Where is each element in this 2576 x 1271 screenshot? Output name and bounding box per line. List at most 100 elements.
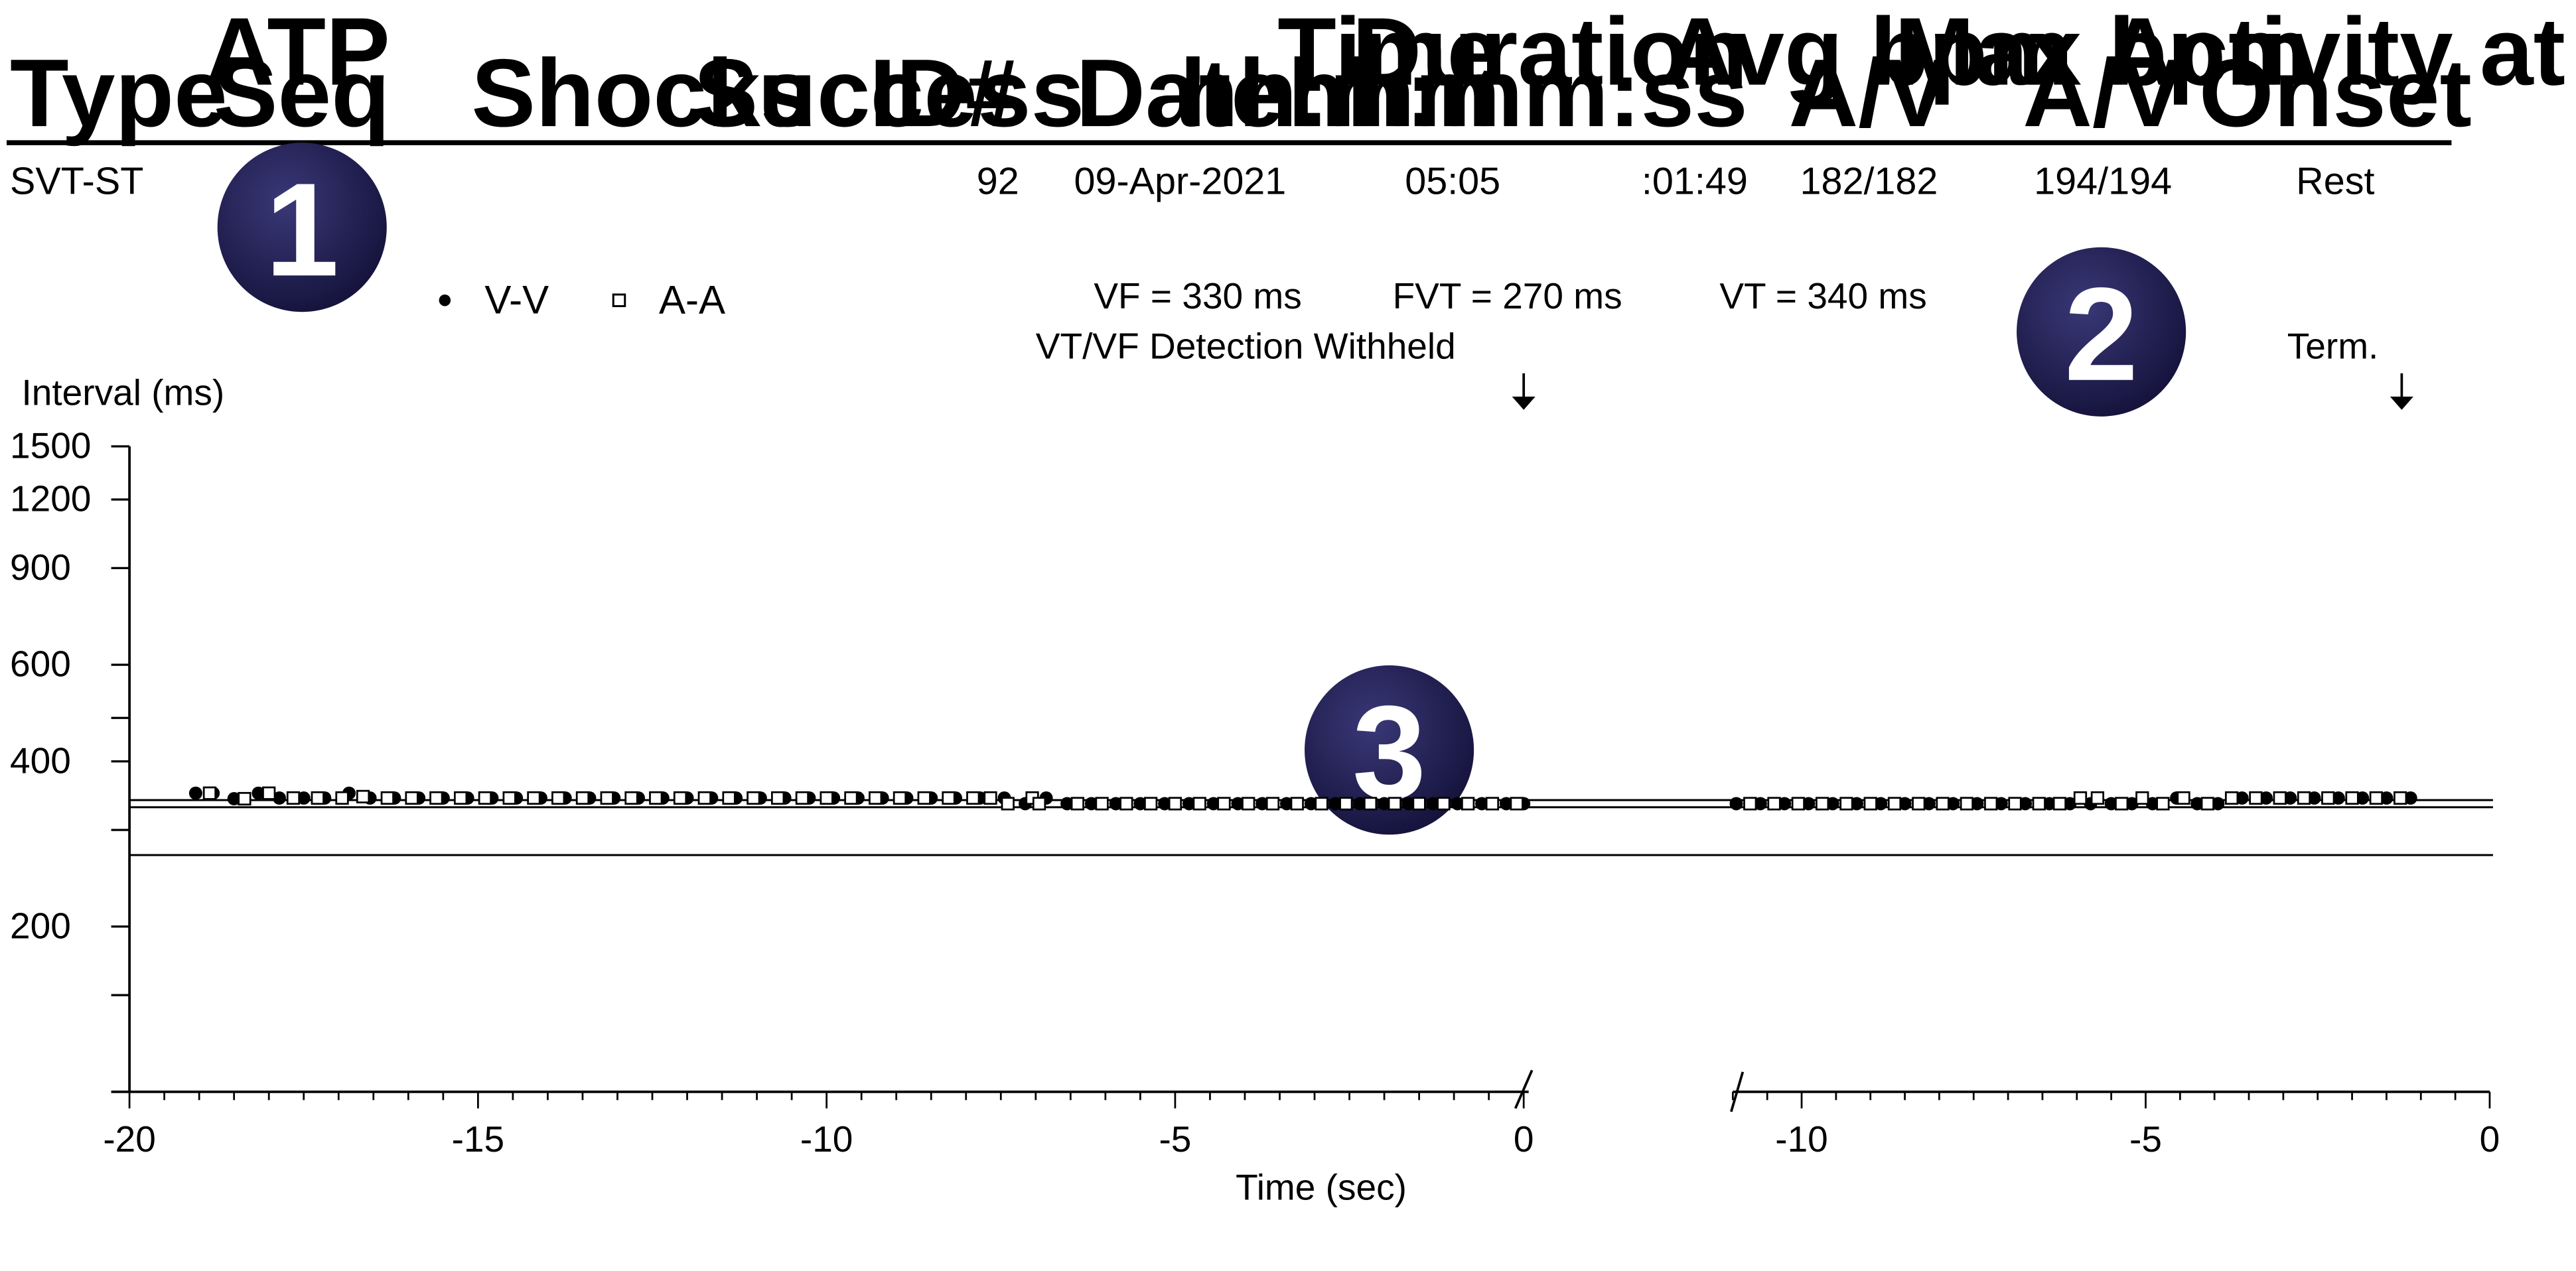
vv-point [1109, 797, 1123, 811]
aa-point [2052, 797, 2067, 811]
vv-point [1825, 797, 1839, 811]
legend-aa-label: A-A [659, 278, 725, 322]
aa-point [311, 791, 324, 805]
vv-point [1255, 797, 1269, 811]
vv-point [1060, 797, 1074, 811]
vv-point [2211, 797, 2225, 811]
aa-point [722, 791, 736, 805]
badge-1-label: 1 [265, 156, 339, 304]
header-duration-line2: hh:mm:ss [1288, 39, 1748, 147]
aa-point [405, 791, 419, 805]
aa-point [1412, 797, 1426, 811]
aa-point [2115, 797, 2129, 811]
y-tick-label: 1200 [10, 478, 91, 519]
aa-point [983, 791, 997, 805]
aa-point [1119, 797, 1133, 811]
vv-point [297, 791, 311, 805]
aa-point [966, 791, 980, 805]
callout-badge-1: 1 [217, 143, 387, 312]
data-points [188, 786, 2417, 811]
aa-point [1960, 797, 1974, 811]
aa-point [869, 791, 883, 805]
vv-point [2283, 791, 2297, 805]
vv-point [1378, 797, 1392, 811]
x-tick-label: 0 [1514, 1118, 1534, 1160]
aa-point [770, 791, 785, 805]
vv-point [1279, 797, 1294, 811]
vv-point [1898, 797, 1912, 811]
aa-point [286, 791, 301, 805]
vv-point [2063, 797, 2077, 811]
vv-point [227, 792, 241, 806]
vv-point [251, 786, 265, 800]
aa-point [1339, 797, 1353, 811]
cell-max-bpm: 194/194 [2034, 161, 2172, 203]
aa-point [1984, 797, 1998, 811]
aa-point [1265, 797, 1280, 811]
vv-point [2019, 797, 2033, 811]
header-activity-line2: Onset [2199, 39, 2472, 147]
aa-point [1095, 797, 1109, 811]
aa-point [2135, 791, 2149, 805]
vv-point [2403, 791, 2417, 805]
vv-point [1753, 797, 1767, 811]
aa-point [1032, 797, 1046, 811]
aa-point [1363, 797, 1378, 811]
cell-duration: :01:49 [1642, 161, 1748, 203]
header-time-line2: hh:mm [1180, 39, 1500, 147]
aa-point [673, 791, 687, 805]
aa-point [1743, 797, 1757, 811]
x-ticks: -20 -15 -10 -5 0 -10 -5 0 [103, 1091, 2500, 1160]
y-ticks: 1500 1200 900 600 400 200 [10, 425, 130, 996]
vv-point [1304, 797, 1318, 811]
y-tick-label: 400 [10, 740, 71, 781]
header-type: Type [10, 39, 228, 147]
episode-table: Type ATP Seq Shocks Success ID# Date Tim… [7, 0, 2565, 203]
vv-point [1182, 797, 1196, 811]
aa-point [380, 791, 394, 805]
aa-point [2156, 797, 2170, 811]
header-shocks: Shocks [471, 39, 814, 147]
header-duration-line1: Duration [1352, 0, 1748, 105]
aa-point [1816, 797, 1829, 811]
aa-point [2177, 791, 2190, 805]
vv-point [1328, 797, 1342, 811]
aa-point [2394, 791, 2407, 805]
vv-point [188, 786, 202, 800]
zone-vf: VF = 330 ms [1094, 275, 1301, 316]
header-date: Date [1076, 39, 1284, 147]
y-tick-label: 600 [10, 643, 71, 685]
aa-point [2008, 797, 2022, 811]
vv-point [1084, 797, 1098, 811]
aa-point [795, 791, 810, 805]
x-tick-label: -5 [1159, 1118, 1191, 1160]
legend-vv-marker [439, 294, 451, 306]
aa-point [1863, 797, 1877, 811]
vv-point [1994, 797, 2008, 811]
vv-point [2331, 791, 2345, 805]
vv-point [1401, 797, 1415, 811]
vv-point [1451, 797, 1465, 811]
vv-point [2125, 797, 2139, 811]
aa-point [747, 791, 760, 805]
cell-id: 92 [977, 161, 1019, 203]
aa-point [600, 791, 614, 805]
header-time-line1: Time [1277, 0, 1500, 105]
vv-point [1475, 797, 1489, 811]
vv-point [1849, 797, 1863, 811]
header-avg-line1: Avg bpm [1665, 0, 2073, 105]
aa-point [1242, 797, 1255, 811]
x-tick-label: -15 [452, 1118, 505, 1160]
vv-point [2190, 797, 2204, 811]
aa-point [1936, 797, 1950, 811]
aa-point [1001, 797, 1015, 811]
vv-point [2356, 791, 2370, 805]
aa-point [2200, 797, 2214, 811]
vv-point [1729, 797, 1743, 811]
aa-point [697, 791, 711, 805]
cell-date: 09-Apr-2021 [1074, 161, 1287, 203]
aa-point [2345, 791, 2359, 805]
header-atp-line2: Seq [214, 39, 390, 147]
header-avg-line2: A/V [1789, 39, 1950, 147]
aa-point [820, 791, 833, 805]
